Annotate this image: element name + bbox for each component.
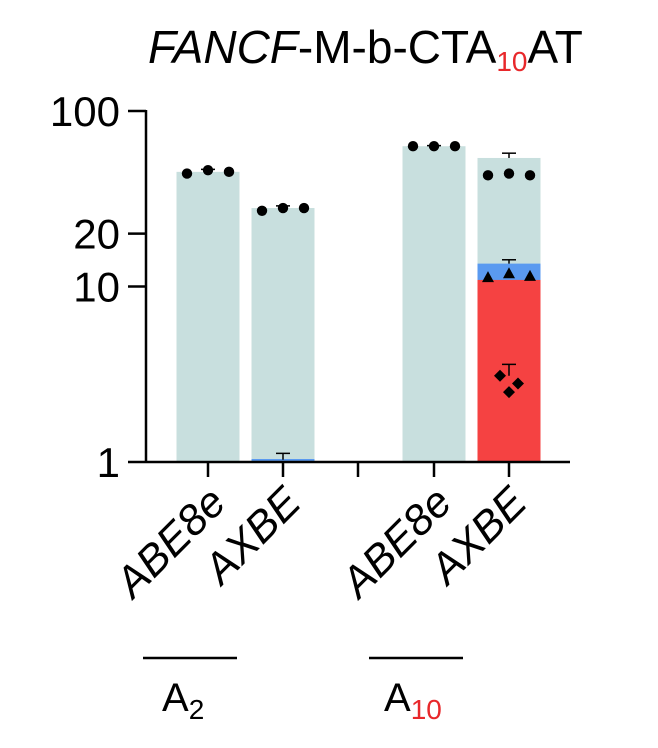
bar-blue — [251, 459, 315, 462]
group-subscript: 2 — [188, 694, 205, 725]
data-point — [256, 205, 268, 216]
data-point-triangle — [503, 267, 515, 279]
data-point — [482, 170, 494, 181]
data-point-triangle — [482, 271, 494, 283]
data-point — [298, 202, 310, 214]
data-point — [503, 168, 515, 179]
group-base: A — [384, 676, 411, 720]
data-point-diamond — [512, 377, 524, 390]
data-point-diamond — [503, 386, 515, 399]
data-point — [277, 202, 289, 214]
group-base: A — [162, 676, 189, 720]
y-tick-label: 20 — [73, 211, 120, 258]
bar-total — [402, 146, 466, 462]
data-point — [223, 166, 235, 178]
title-gene: FANCF — [148, 21, 298, 73]
y-tick-label: 1 — [97, 439, 120, 486]
data-point — [407, 141, 419, 152]
group-label-a2: A2 — [162, 676, 204, 726]
data-point-triangle — [524, 269, 536, 281]
bar-total — [251, 208, 315, 462]
title-end: AT — [527, 21, 583, 73]
group-label-a10: A10 — [384, 676, 442, 726]
chart-title: FANCF-M-b-CTA10AT — [148, 20, 583, 78]
data-point — [202, 164, 214, 176]
y-tick-label: 100 — [50, 88, 120, 135]
title-subscript: 10 — [496, 46, 528, 77]
data-point — [449, 141, 461, 152]
data-point — [524, 170, 536, 181]
y-tick-label: 10 — [73, 264, 120, 311]
title-middle: -M-b-CTA — [297, 21, 497, 73]
data-point-diamond — [494, 369, 506, 382]
bar-total — [176, 171, 240, 462]
data-point — [428, 141, 440, 152]
group-subscript: 10 — [410, 694, 442, 725]
data-point — [181, 168, 193, 179]
